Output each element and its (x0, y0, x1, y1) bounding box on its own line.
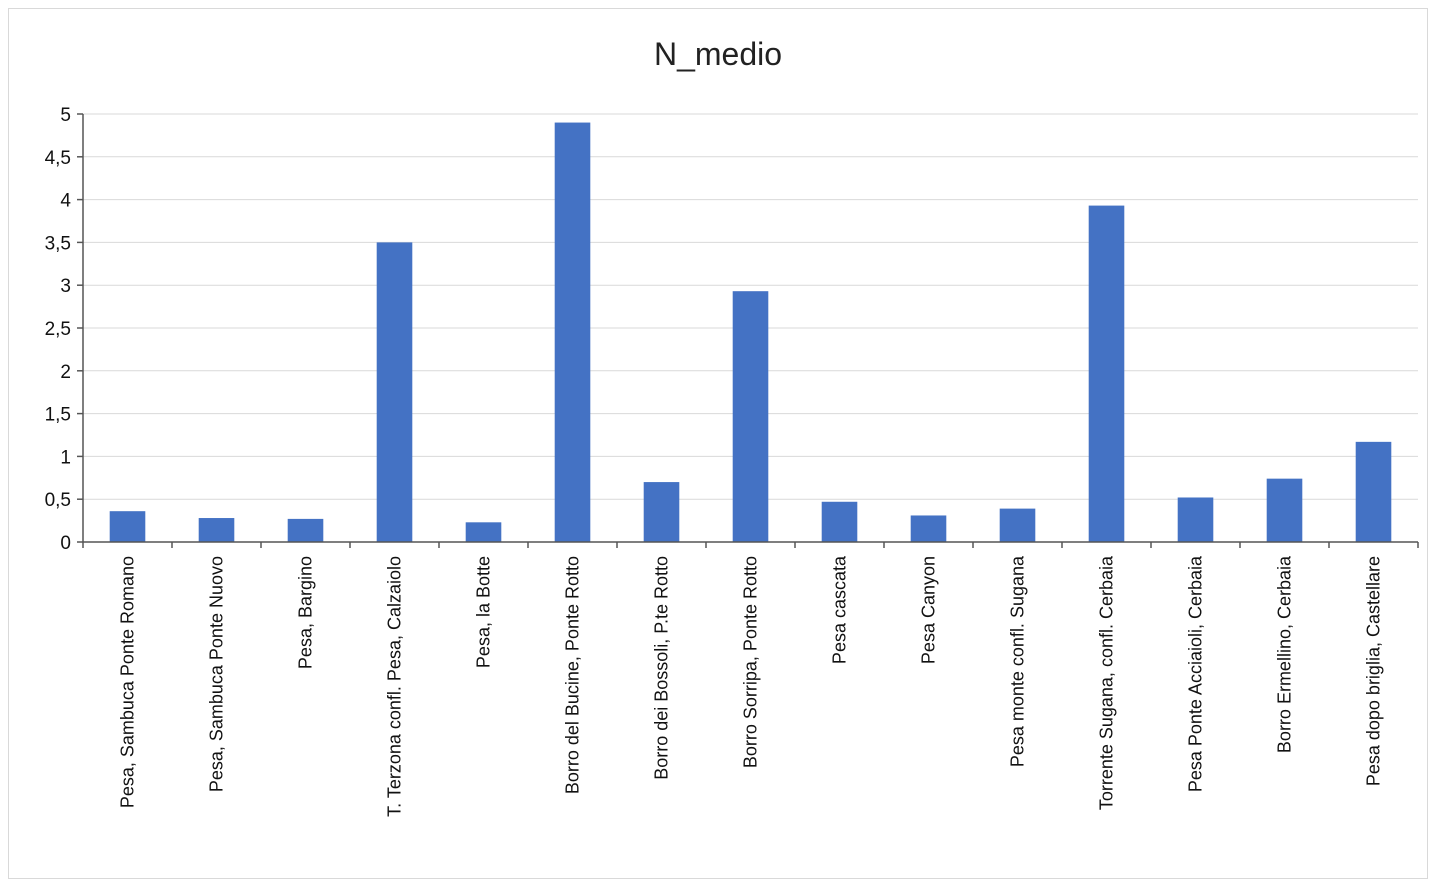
x-category-label: T. Terzona confl. Pesa, Calzaiolo (385, 556, 405, 817)
x-category-label: Borro Sorripa, Ponte Rotto (741, 556, 761, 768)
y-tick-label: 0,5 (45, 490, 71, 511)
y-tick-label: 0 (60, 533, 71, 554)
bar (643, 482, 680, 542)
x-category-label: Pesa dopo briglia, Castellare (1364, 556, 1384, 786)
y-tick-label: 2 (60, 362, 71, 383)
y-tick-label: 1 (60, 447, 71, 468)
bar (287, 518, 324, 542)
chart-title: N_medio (653, 36, 783, 72)
y-tick-label: 4 (60, 191, 71, 212)
x-category-label: Borro Ermellino, Cerbaia (1275, 555, 1295, 753)
y-tick-label: 5 (60, 105, 71, 126)
x-category-label: Pesa, la Botte (474, 556, 494, 668)
bar (554, 122, 591, 542)
x-category-label: Borro dei Bossoli, P.te Rotto (652, 556, 672, 780)
x-category-label: Pesa, Bargino (296, 556, 316, 669)
bar (198, 518, 235, 542)
x-category-label: Pesa, Sambuca Ponte Nuovo (207, 556, 227, 792)
bar (376, 242, 413, 542)
y-tick-label: 4,5 (45, 148, 71, 169)
bar (465, 522, 502, 542)
bar (1266, 478, 1303, 542)
x-category-label: Pesa Ponte Acciaioli, Cerbaia (1186, 555, 1206, 792)
bar (1355, 441, 1392, 542)
y-tick-label: 2,5 (45, 319, 71, 340)
bar (732, 291, 769, 542)
bar (1177, 497, 1214, 542)
bar (1088, 205, 1125, 543)
bar (910, 515, 947, 542)
bar (999, 508, 1036, 542)
x-category-label: Torrente Sugana, confl. Cerbaia (1097, 555, 1117, 810)
x-category-label: Pesa cascata (830, 555, 850, 664)
x-category-label: Pesa, Sambuca Ponte Romano (118, 556, 138, 808)
chart-frame (8, 8, 1428, 879)
x-category-label: Borro del Bucine, Ponte Rotto (563, 556, 583, 794)
y-tick-label: 3 (60, 276, 71, 297)
y-tick-label: 1,5 (45, 405, 71, 426)
x-category-label: Pesa monte confl. Sugana (1008, 555, 1028, 767)
x-category-label: Pesa Canyon (919, 556, 939, 664)
y-tick-label: 3,5 (45, 233, 71, 254)
bar (821, 501, 858, 542)
bar (109, 511, 146, 542)
